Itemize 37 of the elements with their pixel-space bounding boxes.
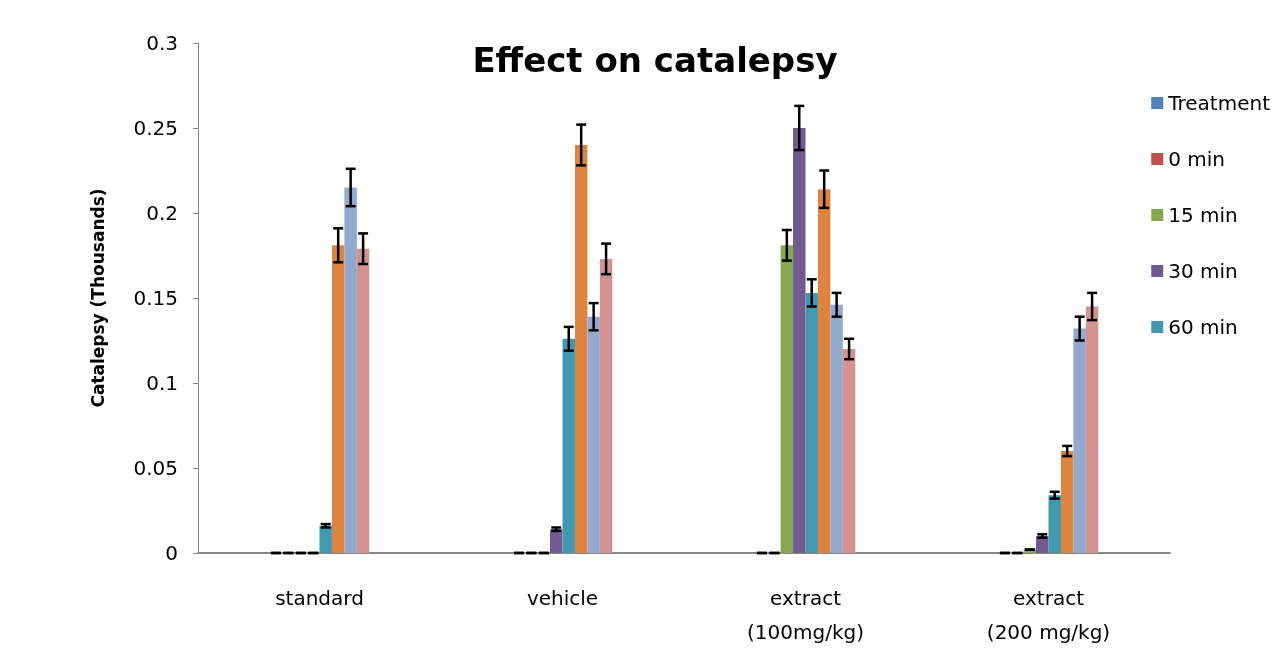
- bar: [1085, 306, 1099, 553]
- y-tick-label: 0.2: [146, 201, 178, 225]
- legend-label: 15 min: [1168, 203, 1238, 227]
- bar: [356, 248, 370, 553]
- bar: [587, 316, 600, 553]
- bar: [1073, 328, 1086, 553]
- x-tick-label: vehicle: [526, 586, 599, 610]
- y-tick-label: 0.3: [146, 31, 178, 55]
- x-tick-label: extract (200 mg/kg): [986, 586, 1111, 644]
- chart-title: Effect on catalepsy: [472, 40, 838, 80]
- bar: [805, 292, 818, 553]
- bar: [319, 525, 332, 553]
- bar: [550, 529, 563, 553]
- x-tick-label: extract (100mg/kg): [747, 586, 864, 644]
- y-tick-label: 0.1: [146, 371, 178, 395]
- y-tick-label: 0.15: [133, 286, 178, 310]
- bar: [599, 258, 613, 553]
- legend-label: 0 min: [1168, 147, 1226, 171]
- bar: [344, 187, 357, 553]
- bar: [817, 189, 831, 553]
- bar: [830, 304, 843, 553]
- legend-label: 60 min: [1168, 315, 1238, 339]
- legend-label: 30 min: [1168, 259, 1238, 283]
- bar: [780, 245, 794, 553]
- bar: [331, 245, 345, 553]
- bar: [562, 338, 575, 553]
- y-axis-title: Catalepsy (Thousands): [87, 188, 108, 408]
- bar: [574, 145, 588, 553]
- bar: [793, 128, 806, 553]
- bar: [842, 349, 856, 553]
- y-tick-label: 0.25: [133, 116, 178, 140]
- bar: [1060, 451, 1074, 553]
- y-tick-label: 0: [165, 541, 178, 565]
- y-tick-label: 0.05: [133, 456, 178, 480]
- legend-label: Treatment: [1167, 91, 1271, 115]
- x-tick-label: standard: [275, 586, 364, 610]
- bar: [1048, 495, 1061, 553]
